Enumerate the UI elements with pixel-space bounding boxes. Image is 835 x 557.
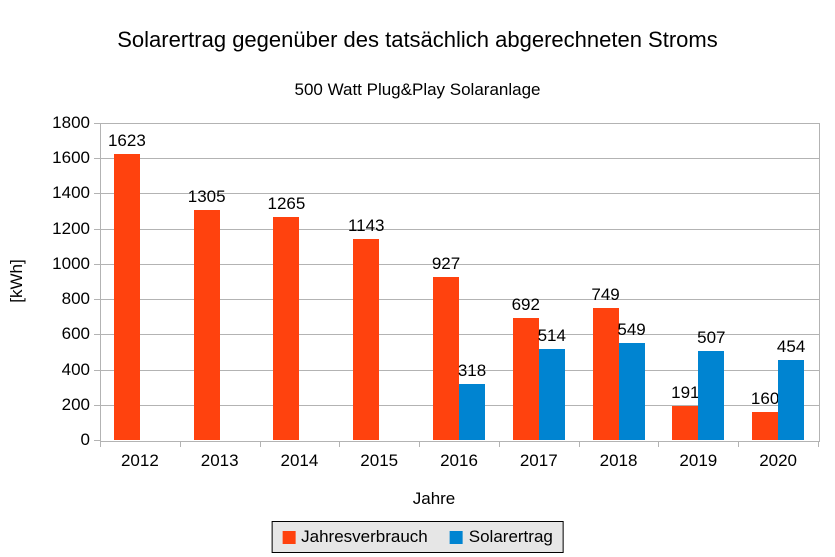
x-tick-label: 2017 — [519, 451, 558, 470]
y-gridline — [101, 263, 819, 265]
x-tick-mark — [419, 441, 421, 447]
bar-jahresverbrauch-2017 — [512, 318, 539, 440]
y-gridline — [101, 334, 819, 336]
y-tick-label: 1000 — [52, 253, 90, 273]
y-tick-label: 1600 — [52, 148, 90, 168]
bar-value-label: 318 — [457, 360, 487, 380]
y-tick-label: 1400 — [52, 183, 90, 203]
y-tick-label: 0 — [80, 430, 90, 449]
y-axis-title: [kWh] — [7, 259, 26, 303]
y-tick-mark — [94, 158, 100, 160]
bar-solarertrag-2020 — [778, 360, 805, 440]
x-tick-mark — [578, 441, 580, 447]
y-tick-label: 200 — [61, 394, 90, 414]
x-tick-label: 2020 — [759, 451, 798, 470]
bar-jahresverbrauch-2016 — [433, 276, 459, 440]
bar-value-label: 927 — [431, 253, 461, 273]
bar-value-label: 1623 — [107, 131, 146, 151]
bar-jahresverbrauch-2019 — [672, 406, 699, 440]
x-tick-label: 2016 — [440, 451, 478, 470]
bar-value-label: 160 — [750, 388, 780, 408]
y-tick-mark — [94, 440, 100, 441]
y-tick-mark — [94, 123, 100, 124]
bar-solarertrag-2017 — [538, 349, 565, 440]
y-gridline — [101, 369, 819, 371]
bar-solarertrag-2019 — [698, 350, 725, 440]
bar-value-label: 692 — [511, 295, 540, 315]
bar-jahresverbrauch-2015 — [353, 238, 380, 440]
x-tick-label: 2012 — [120, 451, 159, 470]
x-tick-label: 2019 — [679, 451, 718, 470]
x-tick-mark — [339, 441, 341, 447]
bar-value-label: 1265 — [267, 194, 306, 214]
y-tick-mark — [94, 404, 100, 406]
y-tick-label: 1800 — [52, 113, 90, 132]
x-axis-title: Jahre — [412, 489, 456, 508]
legend-swatch-icon — [282, 530, 296, 544]
x-tick-mark — [259, 441, 261, 447]
bar-solarertrag-2018 — [618, 343, 645, 440]
x-tick-label: 2013 — [200, 451, 239, 470]
y-tick-mark — [94, 263, 100, 265]
x-tick-mark — [179, 441, 181, 447]
y-tick-label: 1200 — [52, 218, 90, 238]
x-tick-mark — [738, 441, 740, 447]
bar-jahresverbrauch-2012 — [113, 154, 140, 440]
y-gridline — [101, 158, 819, 160]
x-tick-label: 2018 — [599, 451, 638, 470]
bar-jahresverbrauch-2020 — [752, 411, 779, 440]
bar-jahresverbrauch-2013 — [193, 210, 220, 440]
bar-jahresverbrauch-2018 — [592, 308, 619, 440]
plot-area — [100, 123, 820, 442]
y-gridline — [101, 299, 819, 301]
legend-item-solarertrag: Solarertrag — [449, 527, 553, 547]
x-tick-mark — [818, 441, 819, 447]
bar-value-label: 191 — [671, 383, 700, 403]
legend-swatch-icon — [449, 530, 463, 544]
chart-subtitle: 500 Watt Plug&Play Solaranlage — [294, 80, 541, 99]
y-tick-mark — [94, 193, 100, 195]
y-tick-mark — [94, 334, 100, 336]
legend-label: Solarertrag — [468, 527, 553, 546]
y-tick-label: 800 — [61, 289, 90, 309]
bar-value-label: 507 — [697, 327, 726, 347]
legend: Jahresverbrauch Solarertrag — [271, 521, 564, 553]
y-tick-mark — [94, 299, 100, 301]
y-tick-label: 600 — [61, 324, 90, 344]
x-tick-mark — [498, 441, 500, 447]
bar-value-label: 454 — [776, 337, 806, 357]
y-gridline — [101, 228, 819, 230]
y-tick-mark — [94, 228, 100, 230]
bar-value-label: 1305 — [187, 187, 226, 207]
bar-jahresverbrauch-2014 — [273, 217, 300, 440]
bar-value-label: 514 — [537, 326, 566, 346]
x-tick-label: 2014 — [280, 451, 319, 470]
x-tick-mark — [658, 441, 660, 447]
y-gridline — [101, 193, 819, 195]
chart-title: Solarertrag gegenüber des tatsächlich ab… — [117, 27, 718, 52]
bar-solarertrag-2016 — [459, 383, 485, 440]
x-tick-label: 2015 — [360, 451, 399, 470]
x-tick-mark — [100, 441, 101, 447]
y-tick-mark — [94, 369, 100, 371]
legend-item-jahresverbrauch: Jahresverbrauch — [282, 527, 428, 547]
bar-value-label: 1143 — [347, 215, 385, 235]
legend-label: Jahresverbrauch — [301, 527, 428, 546]
bar-value-label: 549 — [617, 320, 646, 340]
y-tick-label: 400 — [61, 359, 90, 379]
bar-value-label: 749 — [591, 285, 620, 305]
